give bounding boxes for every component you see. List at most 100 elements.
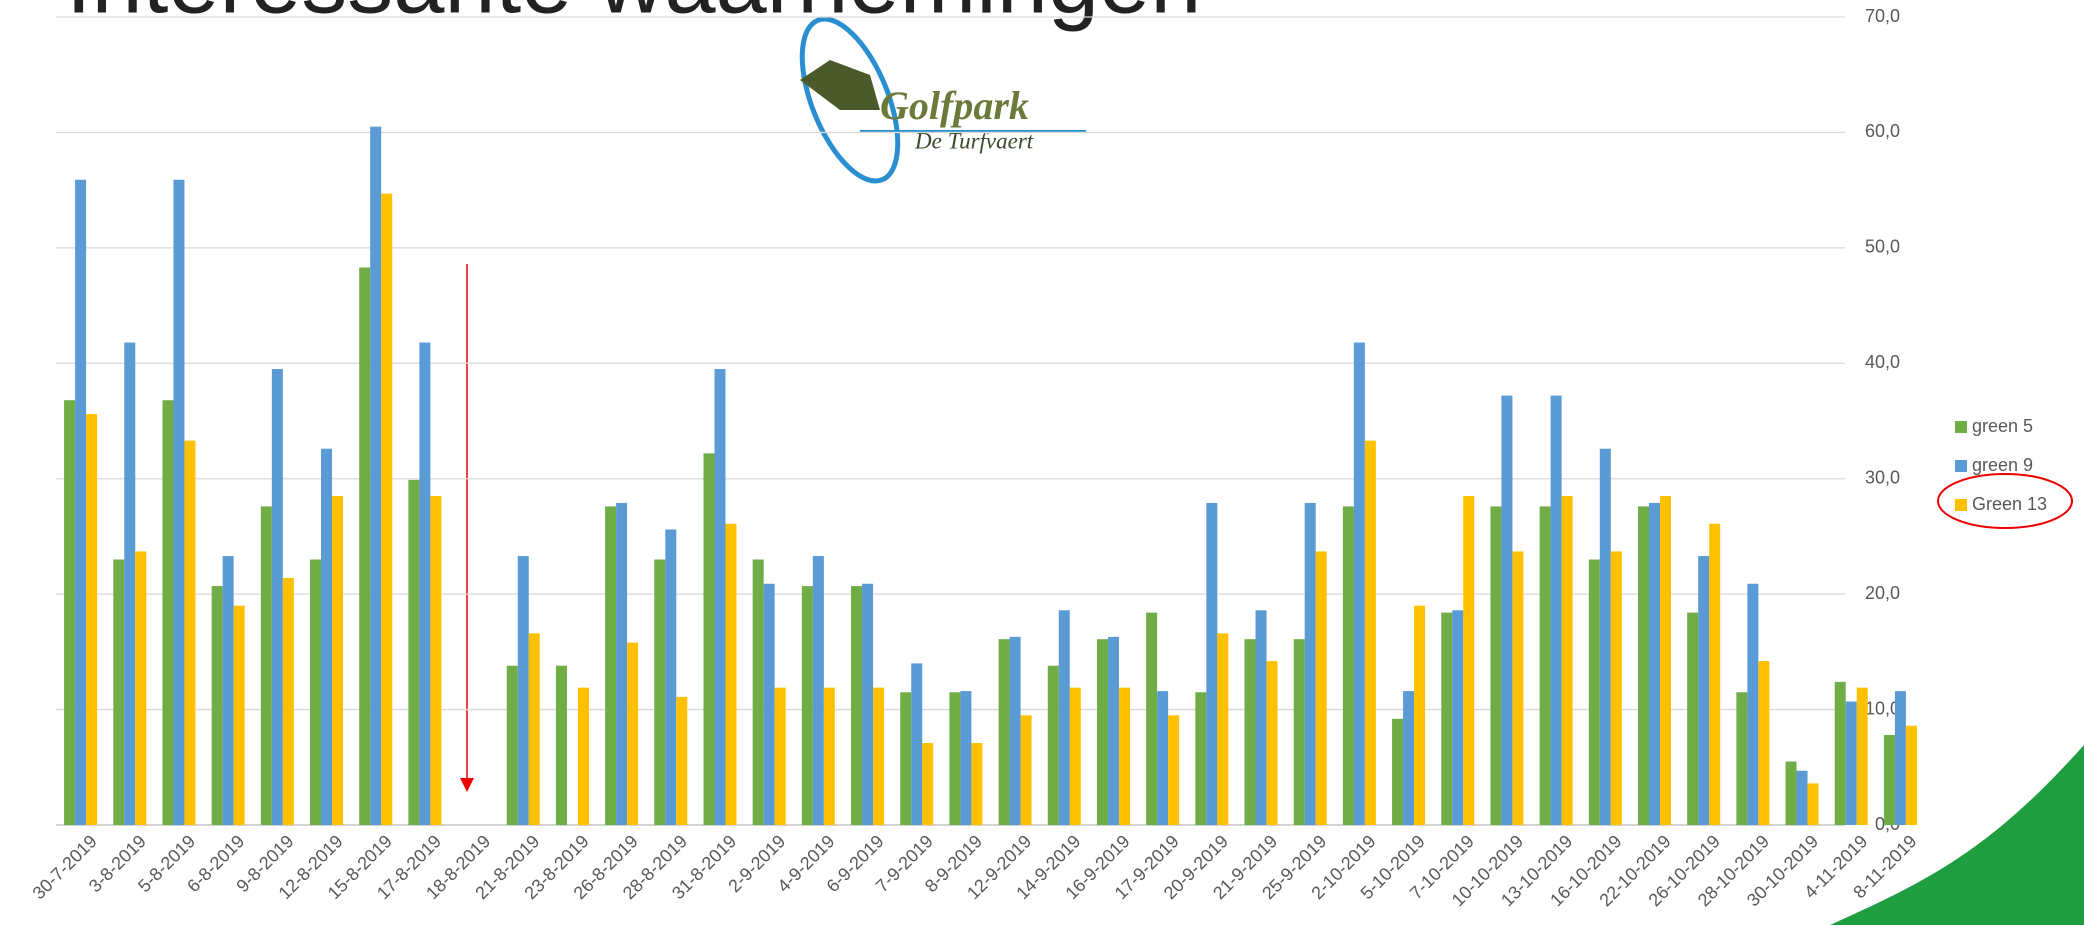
bar [578, 688, 589, 825]
bar [862, 584, 873, 825]
bar [1146, 613, 1157, 825]
legend-label: Green 13 [1972, 494, 2047, 514]
bar [1490, 506, 1501, 825]
bar [162, 400, 173, 825]
bar [775, 688, 786, 825]
bar [1168, 715, 1179, 825]
bar [1884, 735, 1895, 825]
y-tick-label: 30,0 [1865, 467, 1900, 487]
bar [605, 506, 616, 825]
bar [764, 584, 775, 825]
bar [1097, 639, 1108, 825]
bar [1786, 762, 1797, 825]
bar [1808, 783, 1819, 825]
bar [1589, 560, 1600, 825]
bar [1108, 637, 1119, 825]
y-tick-label: 70,0 [1865, 6, 1900, 26]
bar [1245, 639, 1256, 825]
bar [1414, 606, 1425, 825]
y-tick-label: 40,0 [1865, 352, 1900, 372]
bar [507, 666, 518, 825]
bar [1441, 613, 1452, 825]
bar [802, 586, 813, 825]
bar [1294, 639, 1305, 825]
bar [529, 633, 540, 825]
bar [75, 180, 86, 825]
bar [1501, 396, 1512, 825]
legend-label: green 5 [1972, 416, 2033, 436]
bar [1846, 701, 1857, 825]
bar [900, 692, 911, 825]
bar [665, 530, 676, 825]
bar [1392, 719, 1403, 825]
bar [911, 663, 922, 825]
bar [1747, 584, 1758, 825]
bar [1305, 503, 1316, 825]
bar [321, 449, 332, 825]
bar [381, 194, 392, 825]
bar [261, 506, 272, 825]
bar [616, 503, 627, 825]
bar [1638, 506, 1649, 825]
bar [714, 369, 725, 825]
bar [1895, 691, 1906, 825]
bar [1070, 688, 1081, 825]
legend-label: green 9 [1972, 455, 2033, 475]
bar [703, 453, 714, 825]
bar [1403, 691, 1414, 825]
bar [1206, 503, 1217, 825]
logo: Golfpark De Turfvaert [783, 6, 1086, 194]
bar [1687, 613, 1698, 825]
legend-swatch [1955, 499, 1967, 511]
bar [1698, 556, 1709, 825]
bar [223, 556, 234, 825]
bar [1119, 688, 1130, 825]
bar [960, 691, 971, 825]
bar [1649, 503, 1660, 825]
bar [283, 578, 294, 825]
bar [1600, 449, 1611, 825]
bar [1452, 610, 1463, 825]
bar [173, 180, 184, 825]
bar [922, 743, 933, 825]
x-tick-label: 30-7-2019 [29, 831, 101, 903]
logo-title: Golfpark [880, 83, 1029, 128]
bar [430, 496, 441, 825]
bar [1048, 666, 1059, 825]
bar [1906, 726, 1917, 825]
bar [1195, 692, 1206, 825]
bar [1758, 661, 1769, 825]
bar [1611, 551, 1622, 825]
bar [184, 441, 195, 825]
bar [408, 480, 419, 825]
bar [1354, 343, 1365, 825]
bar [1316, 551, 1327, 825]
bar [1157, 691, 1168, 825]
y-tick-label: 60,0 [1865, 121, 1900, 141]
bar [824, 688, 835, 825]
legend-swatch [1955, 421, 1967, 433]
bar [212, 586, 223, 825]
bar [518, 556, 529, 825]
page-title: Interessante waarnemingen [66, 0, 1201, 32]
bar [1343, 506, 1354, 825]
bar [1562, 496, 1573, 825]
bar [1709, 524, 1720, 825]
bar [1835, 682, 1846, 825]
bar [234, 606, 245, 825]
annotation-arrowhead [460, 778, 474, 792]
legend-swatch [1955, 460, 1967, 472]
bar [1463, 496, 1474, 825]
bar [1512, 551, 1523, 825]
bar [1797, 771, 1808, 825]
y-tick-label: 50,0 [1865, 237, 1900, 257]
bar [1857, 688, 1868, 825]
bar [359, 267, 370, 825]
bar [310, 560, 321, 825]
bar [999, 639, 1010, 825]
bar [1059, 610, 1070, 825]
bar [135, 551, 146, 825]
bar [272, 369, 283, 825]
y-tick-label: 10,0 [1865, 698, 1900, 718]
corner-decoration [1830, 745, 2084, 925]
